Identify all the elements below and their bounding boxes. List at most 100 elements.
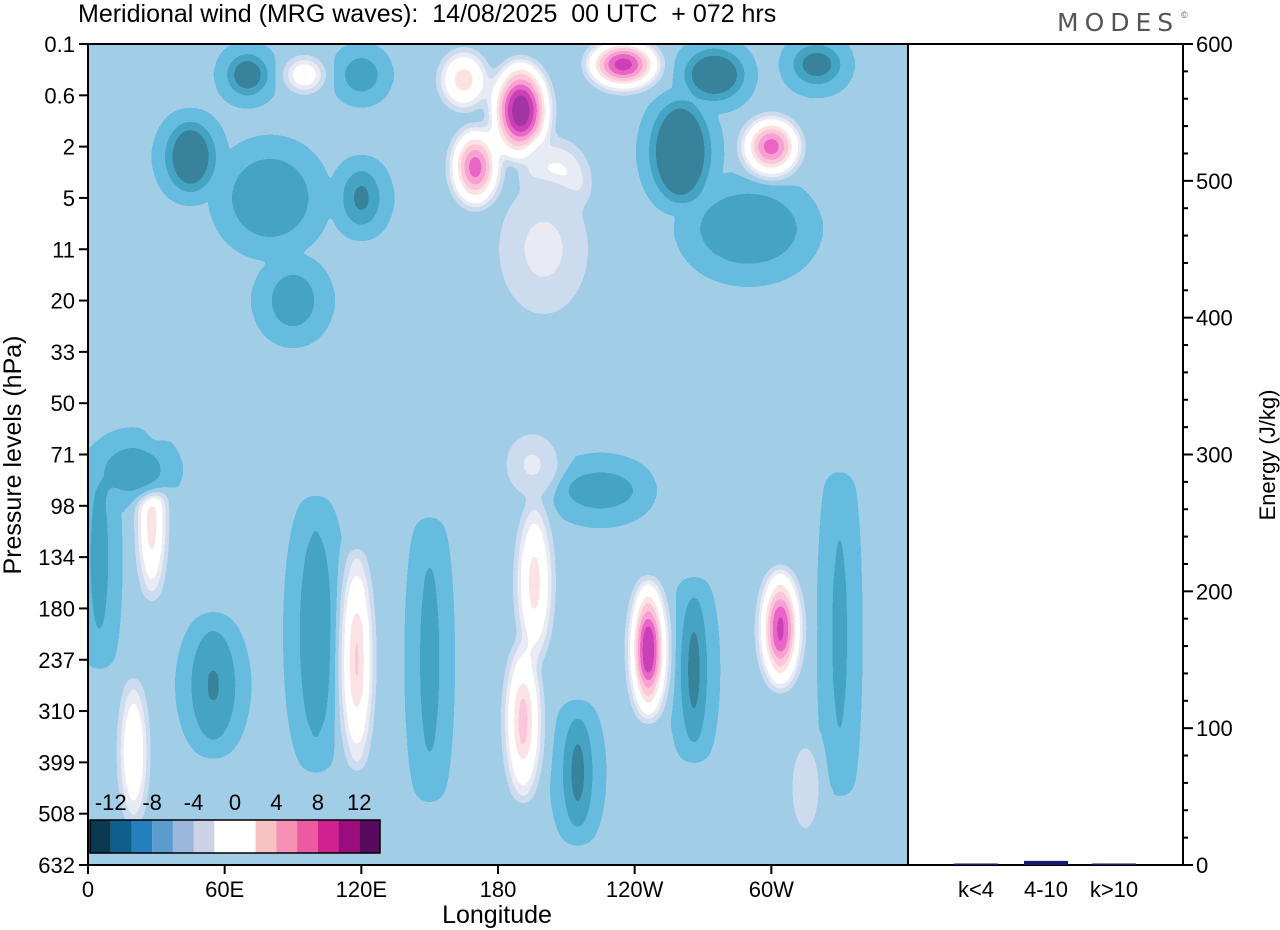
wind-anomaly xyxy=(758,133,785,161)
y-tick-label: 399 xyxy=(38,750,75,775)
y-axis-label: Pressure levels (hPa) xyxy=(0,336,27,575)
colorbar-swatch xyxy=(235,820,256,853)
wind-anomaly xyxy=(424,601,436,719)
wind-anomaly xyxy=(279,284,307,317)
wind-anomaly xyxy=(295,66,314,83)
wind-anomaly xyxy=(128,718,140,786)
energy-tick-label: 200 xyxy=(1196,579,1233,604)
wind-anomaly xyxy=(805,55,828,74)
wind-anomaly xyxy=(688,633,700,707)
energy-tick-label: 100 xyxy=(1196,716,1233,741)
wind-anomaly xyxy=(798,765,813,811)
x-tick-label: 120E xyxy=(336,877,387,902)
colorbar-swatch xyxy=(193,820,215,853)
colorbar-swatch xyxy=(90,820,111,853)
wind-anomaly xyxy=(571,745,585,800)
wind-anomaly xyxy=(580,479,621,502)
wind-anomaly xyxy=(179,141,202,173)
pressure-axis: 0.1 0.6 2 5 11 20 33 50 71 98 134 180 237 310 399 508 63… xyxy=(38,32,88,878)
colorbar-swatch xyxy=(317,820,339,853)
y-tick-label: 20 xyxy=(51,289,75,314)
wind-anomaly xyxy=(515,685,531,758)
wind-anomaly xyxy=(238,65,257,84)
y-tick-label: 11 xyxy=(52,237,75,262)
wind-anomaly xyxy=(350,610,364,710)
y-tick-label: 180 xyxy=(38,596,75,621)
energy-tick-label: 600 xyxy=(1196,32,1233,57)
energy-tick-label: 500 xyxy=(1196,169,1233,194)
wind-anomaly xyxy=(352,184,371,212)
wind-anomaly xyxy=(771,601,790,657)
colorbar-swatch xyxy=(338,820,360,853)
colorbar-swatch xyxy=(297,820,318,853)
wind-anomaly xyxy=(640,617,657,682)
copyright-mark: © xyxy=(1181,10,1188,20)
wind-anomaly xyxy=(666,129,694,175)
wind-anomaly xyxy=(507,88,535,134)
y-tick-label: 134 xyxy=(38,545,75,570)
colorbar-swatch xyxy=(359,820,380,853)
wind-anomaly xyxy=(306,577,325,691)
y-tick-label: 98 xyxy=(51,494,75,519)
y-tick-label: 50 xyxy=(51,391,75,416)
x-tick-label: 180 xyxy=(480,877,517,902)
wind-field xyxy=(88,44,908,865)
wind-anomaly xyxy=(452,66,475,94)
colorbar-label: -12 xyxy=(95,790,127,815)
wind-anomaly xyxy=(94,511,104,603)
y-tick-label: 237 xyxy=(38,648,75,673)
colorbar-swatch xyxy=(110,820,132,853)
y-tick-label: 2 xyxy=(63,135,75,160)
wind-anomaly xyxy=(117,456,151,484)
colorbar-label: 0 xyxy=(229,790,241,815)
colorbar: -12 -8 -4 0 4 8 12 xyxy=(89,790,381,854)
colorbar-label: 12 xyxy=(347,790,371,815)
energy-category-label: k>10 xyxy=(1090,877,1138,902)
wind-anomaly xyxy=(146,485,158,558)
wind-anomaly xyxy=(521,217,566,281)
colorbar-swatch xyxy=(152,820,173,853)
colorbar-label: 8 xyxy=(312,790,324,815)
wind-anomaly xyxy=(352,65,371,84)
energy-bars: k<4 4-10 k>10 xyxy=(954,860,1138,902)
x-tick-label: 120W xyxy=(606,877,664,902)
energy-tick-label: 400 xyxy=(1196,306,1233,331)
x-axis-label: Longitude xyxy=(442,901,552,929)
y-tick-label: 0.6 xyxy=(44,83,75,108)
wind-anomaly xyxy=(835,566,845,702)
y-tick-label: 632 xyxy=(38,853,75,878)
colorbar-frame xyxy=(89,819,381,854)
energy-bar-4-10 xyxy=(1024,860,1068,865)
y-tick-label: 508 xyxy=(38,802,75,827)
colorbar-label: 4 xyxy=(270,790,282,815)
brand-logo: MODES xyxy=(1057,8,1180,37)
energy-bar-k<4 xyxy=(954,863,998,865)
wind-anomaly xyxy=(526,546,543,619)
energy-axis: 0 100 200 300 400 500 600 xyxy=(1183,32,1233,878)
x-tick-label: 60W xyxy=(749,877,794,902)
wind-anomaly xyxy=(248,175,293,221)
wind-anomaly xyxy=(464,149,487,186)
colorbar-label: -4 xyxy=(184,790,204,815)
energy-tick-label: 300 xyxy=(1196,443,1233,468)
wind-anomaly xyxy=(202,658,225,713)
wind-anomaly xyxy=(606,53,640,76)
chart-title: Meridional wind (MRG waves): 14/08/2025 … xyxy=(78,0,777,28)
y-tick-label: 5 xyxy=(63,186,75,211)
colorbar-label: -8 xyxy=(142,790,162,815)
colorbar-swatch xyxy=(255,820,277,853)
wind-anomaly xyxy=(701,63,728,87)
y-tick-label: 71 xyxy=(51,443,75,468)
energy-axis-label: Energy (J/kg) xyxy=(1255,390,1280,521)
colorbar-swatch xyxy=(131,820,153,853)
energy-category-label: k<4 xyxy=(958,877,994,902)
colorbar-swatch xyxy=(276,820,298,853)
longitude-axis: 0 60E 120E 180 120W 60W xyxy=(82,865,794,902)
wind-anomaly xyxy=(720,208,777,250)
x-tick-label: 60E xyxy=(205,877,244,902)
y-tick-label: 310 xyxy=(38,699,75,724)
x-tick-label: 0 xyxy=(82,877,94,902)
wind-anomaly xyxy=(518,448,546,481)
colorbar-swatch xyxy=(214,820,235,853)
